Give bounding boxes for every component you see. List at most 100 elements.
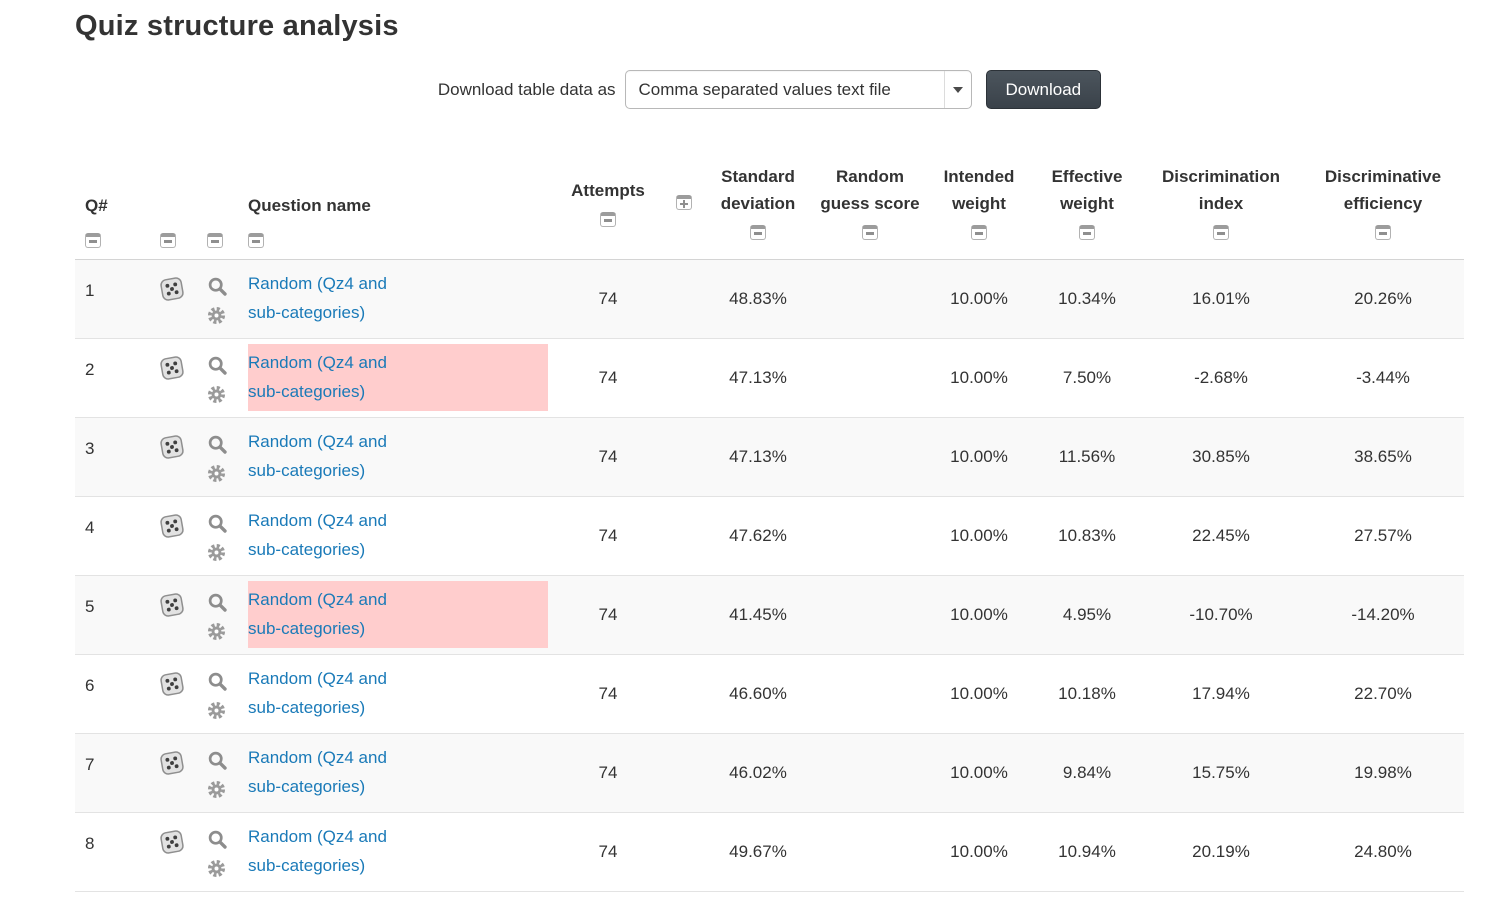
download-label: Download table data as bbox=[437, 79, 616, 99]
question-name-link[interactable]: Random (Qz4 and sub-categories) bbox=[248, 826, 387, 875]
collapsed-column-cell bbox=[668, 654, 700, 734]
effective-weight-value: 10.34% bbox=[1034, 259, 1140, 339]
preview-magnifier-icon[interactable] bbox=[207, 750, 228, 771]
edit-gear-icon[interactable] bbox=[207, 780, 226, 799]
discrimination-index-value: 30.85% bbox=[1140, 417, 1302, 497]
download-format-select[interactable]: Comma separated values text file bbox=[624, 70, 972, 109]
question-name-cell: Random (Qz4 and sub-categories) bbox=[248, 812, 548, 892]
standard-deviation-value: 46.02% bbox=[700, 733, 816, 813]
collapse-column-icon[interactable] bbox=[248, 232, 264, 248]
attempts-value: 74 bbox=[548, 338, 668, 418]
collapsed-column-cell bbox=[668, 496, 700, 576]
collapse-column-icon[interactable] bbox=[862, 225, 878, 241]
header-discriminative-efficiency-label: Discriminative efficiency bbox=[1324, 167, 1442, 213]
discriminative-efficiency-value: 19.98% bbox=[1302, 733, 1464, 813]
attempts-value: 74 bbox=[548, 259, 668, 339]
collapse-column-icon[interactable] bbox=[1213, 225, 1229, 241]
standard-deviation-value: 48.83% bbox=[700, 259, 816, 339]
edit-gear-icon[interactable] bbox=[207, 543, 226, 562]
intended-weight-value: 10.00% bbox=[924, 733, 1034, 813]
quiz-structure-analysis-page: Quiz structure analysis Download table d… bbox=[0, 10, 1491, 892]
attempts-value: 74 bbox=[548, 417, 668, 497]
question-type-cell bbox=[150, 575, 205, 655]
edit-gear-icon[interactable] bbox=[207, 306, 226, 325]
table-header-row: Q# Question name bbox=[75, 146, 1464, 260]
preview-magnifier-icon[interactable] bbox=[207, 513, 228, 534]
question-name-cell: Random (Qz4 and sub-categories) bbox=[248, 259, 548, 339]
question-type-cell bbox=[150, 338, 205, 418]
preview-magnifier-icon[interactable] bbox=[207, 355, 228, 376]
preview-magnifier-icon[interactable] bbox=[207, 671, 228, 692]
collapse-column-icon[interactable] bbox=[600, 211, 616, 227]
quiz-structure-table: Q# Question name bbox=[75, 146, 1464, 892]
question-number: 4 bbox=[75, 496, 150, 576]
discriminative-efficiency-value: -14.20% bbox=[1302, 575, 1464, 655]
header-question-number: Q# bbox=[75, 146, 150, 260]
standard-deviation-value: 47.13% bbox=[700, 417, 816, 497]
collapsed-column-cell bbox=[668, 417, 700, 497]
preview-magnifier-icon[interactable] bbox=[207, 434, 228, 455]
header-effective-weight: Effective weight bbox=[1034, 146, 1140, 260]
header-question-number-label: Q# bbox=[85, 196, 108, 216]
collapse-column-icon[interactable] bbox=[160, 232, 176, 248]
edit-gear-icon[interactable] bbox=[207, 622, 226, 641]
header-discrimination-index-label: Discrimination index bbox=[1161, 167, 1281, 213]
question-type-cell bbox=[150, 733, 205, 813]
question-name-cell: Random (Qz4 and sub-categories) bbox=[248, 496, 548, 576]
question-name-link[interactable]: Random (Qz4 and sub-categories) bbox=[248, 668, 387, 717]
header-attempts: Attempts bbox=[548, 146, 668, 260]
discrimination-index-value: 16.01% bbox=[1140, 259, 1302, 339]
question-name-cell: Random (Qz4 and sub-categories) bbox=[248, 733, 548, 813]
preview-magnifier-icon[interactable] bbox=[207, 592, 228, 613]
edit-gear-icon[interactable] bbox=[207, 701, 226, 720]
header-question-name: Question name bbox=[248, 146, 548, 260]
collapse-column-icon[interactable] bbox=[1375, 225, 1391, 241]
discriminative-efficiency-value: 27.57% bbox=[1302, 496, 1464, 576]
question-name-link[interactable]: Random (Qz4 and sub-categories) bbox=[248, 510, 387, 559]
intended-weight-value: 10.00% bbox=[924, 496, 1034, 576]
random-guess-score-value bbox=[816, 812, 924, 892]
download-bar: Download table data as Comma separated v… bbox=[75, 70, 1464, 109]
edit-gear-icon[interactable] bbox=[207, 385, 226, 404]
preview-magnifier-icon[interactable] bbox=[207, 276, 228, 297]
intended-weight-value: 10.00% bbox=[924, 575, 1034, 655]
edit-gear-icon[interactable] bbox=[207, 859, 226, 878]
edit-gear-icon[interactable] bbox=[207, 464, 226, 483]
question-actions-cell bbox=[205, 654, 248, 734]
question-name-link[interactable]: Random (Qz4 and sub-categories) bbox=[248, 343, 548, 412]
collapse-column-icon[interactable] bbox=[85, 232, 101, 248]
question-name-link[interactable]: Random (Qz4 and sub-categories) bbox=[248, 273, 387, 322]
random-question-dice-icon bbox=[157, 432, 187, 462]
intended-weight-value: 10.00% bbox=[924, 417, 1034, 497]
table-row: 4 bbox=[75, 496, 1464, 576]
table-row: 1 bbox=[75, 259, 1464, 339]
discrimination-index-value: -10.70% bbox=[1140, 575, 1302, 655]
discrimination-index-value: 17.94% bbox=[1140, 654, 1302, 734]
download-button[interactable]: Download bbox=[985, 70, 1102, 109]
intended-weight-value: 10.00% bbox=[924, 338, 1034, 418]
attempts-value: 74 bbox=[548, 812, 668, 892]
collapse-column-icon[interactable] bbox=[1079, 225, 1095, 241]
collapsed-column-cell bbox=[668, 338, 700, 418]
random-guess-score-value bbox=[816, 259, 924, 339]
question-name-link[interactable]: Random (Qz4 and sub-categories) bbox=[248, 431, 387, 480]
attempts-value: 74 bbox=[548, 733, 668, 813]
collapse-column-icon[interactable] bbox=[207, 232, 223, 248]
question-number: 8 bbox=[75, 812, 150, 892]
collapse-column-icon[interactable] bbox=[750, 225, 766, 241]
header-question-name-label: Question name bbox=[248, 196, 371, 216]
preview-magnifier-icon[interactable] bbox=[207, 829, 228, 850]
random-guess-score-value bbox=[816, 496, 924, 576]
question-name-link[interactable]: Random (Qz4 and sub-categories) bbox=[248, 580, 548, 649]
collapse-column-icon[interactable] bbox=[971, 225, 987, 241]
question-type-cell bbox=[150, 417, 205, 497]
expand-column-icon[interactable] bbox=[676, 194, 692, 210]
header-actions-column bbox=[205, 146, 248, 260]
question-type-cell bbox=[150, 812, 205, 892]
question-name-link[interactable]: Random (Qz4 and sub-categories) bbox=[248, 747, 387, 796]
effective-weight-value: 9.84% bbox=[1034, 733, 1140, 813]
question-actions-cell bbox=[205, 259, 248, 339]
header-random-guess-score: Random guess score bbox=[816, 146, 924, 260]
page-title: Quiz structure analysis bbox=[75, 10, 399, 42]
discrimination-index-value: 15.75% bbox=[1140, 733, 1302, 813]
